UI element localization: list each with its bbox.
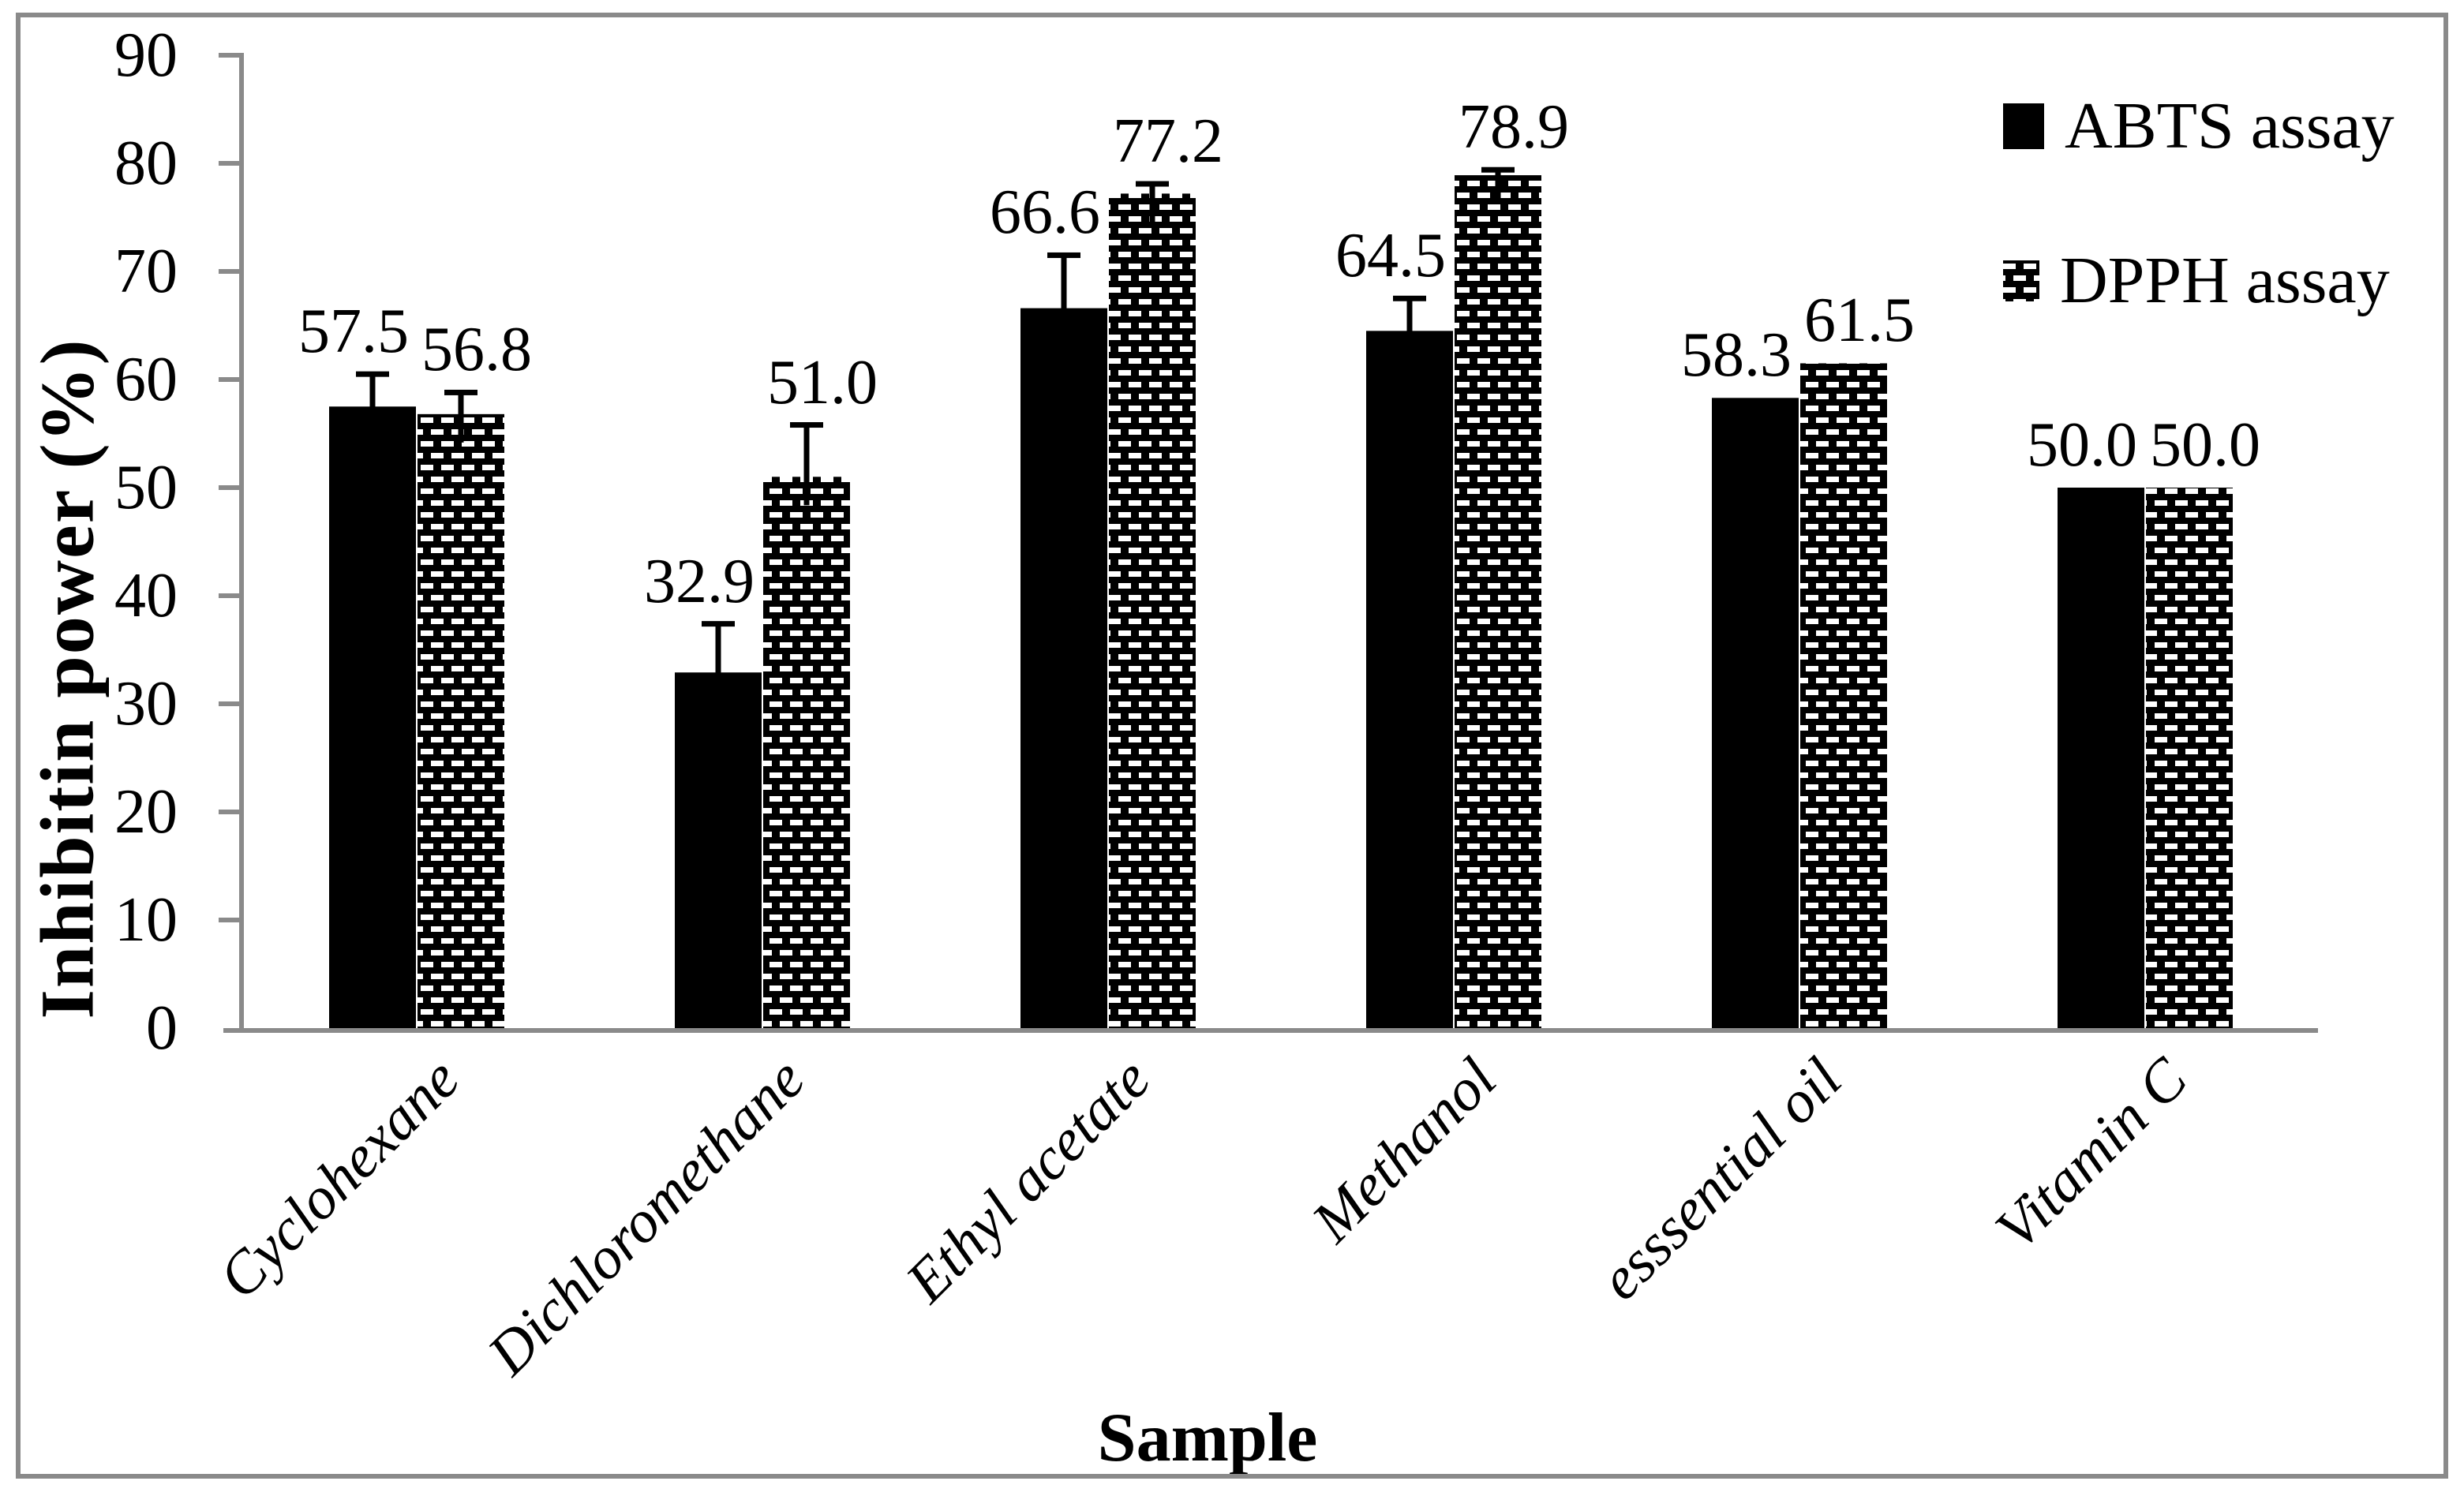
y-tick-mark [219, 593, 239, 598]
y-tick-mark [219, 377, 239, 382]
error-bar-line [1149, 184, 1155, 223]
error-bar-line [803, 424, 810, 506]
error-bar-cap [702, 621, 735, 627]
y-axis-title: Inhibitin power (%) [24, 338, 110, 1019]
y-tick-label: 50 [114, 453, 178, 522]
y-tick-mark [219, 918, 239, 922]
y-tick-mark [219, 701, 239, 706]
bar-abts [329, 406, 416, 1028]
legend-label-dpph: DPPH assay [2060, 244, 2390, 317]
bar-value-label: 77.2 [1113, 107, 1223, 177]
error-bar-cap [790, 422, 823, 428]
error-bar-line [715, 623, 721, 701]
bar-value-label: 66.6 [990, 178, 1100, 248]
error-bar-cap [1047, 252, 1080, 258]
bar-dpph [763, 477, 850, 1028]
bar-value-label: 50.0 [2027, 410, 2137, 480]
legend-item-dpph: DPPH assay [2003, 243, 2390, 319]
bar-value-label: 58.3 [1681, 320, 1792, 391]
error-bar-line [1406, 298, 1413, 360]
y-tick-label: 30 [114, 669, 178, 739]
bar-value-label: 57.5 [298, 297, 409, 367]
legend-item-abts: ABTS assay [2003, 88, 2395, 164]
y-tick-label: 80 [114, 129, 178, 198]
bar-value-label: 78.9 [1459, 92, 1569, 163]
y-tick-mark [219, 269, 239, 274]
error-bar-line [1495, 170, 1501, 204]
error-bar-line [369, 374, 376, 436]
legend-label-abts: ABTS assay [2065, 89, 2395, 163]
bar-abts [2058, 488, 2144, 1028]
error-bar-cap [356, 371, 389, 377]
bar-dpph [1800, 363, 1887, 1028]
bar-value-label: 61.5 [1804, 286, 1915, 356]
y-tick-label: 60 [114, 345, 178, 414]
bar-abts [675, 672, 762, 1028]
bar-value-label: 50.0 [2150, 410, 2260, 480]
bar-value-label: 64.5 [1335, 221, 1446, 291]
y-tick-label: 40 [114, 561, 178, 630]
y-axis-line [239, 53, 244, 1028]
y-tick-label: 90 [114, 21, 178, 90]
y-tick-mark [219, 161, 239, 166]
error-bar-line [1061, 255, 1067, 337]
dpph-brick-square-icon [2003, 260, 2039, 301]
y-tick-label: 20 [114, 777, 178, 847]
x-axis-title: Sample [1097, 1400, 1318, 1476]
bar-dpph [418, 413, 504, 1028]
y-tick-label: 10 [114, 885, 178, 955]
y-tick-mark [219, 810, 239, 814]
abts-solid-square-icon [2003, 103, 2044, 149]
y-tick-label: 0 [146, 993, 178, 1063]
error-bar-cap [1136, 181, 1169, 187]
error-bar-line [458, 392, 464, 443]
bar-value-label: 32.9 [644, 546, 755, 616]
bar-abts [1366, 331, 1453, 1029]
error-bar-cap [1481, 166, 1515, 173]
y-tick-label: 70 [114, 237, 178, 306]
error-bar-cap [1393, 295, 1426, 301]
y-tick-mark [219, 53, 239, 58]
bar-abts [1712, 398, 1799, 1028]
y-tick-mark [219, 485, 239, 490]
bar-dpph [2146, 488, 2233, 1028]
bar-dpph [1455, 175, 1541, 1028]
bar-value-label: 56.8 [421, 315, 532, 385]
bar-abts [1020, 308, 1107, 1029]
bar-value-label: 51.0 [767, 347, 878, 417]
x-axis-line [223, 1028, 2318, 1033]
bar-dpph [1109, 193, 1196, 1029]
error-bar-cap [444, 389, 477, 395]
